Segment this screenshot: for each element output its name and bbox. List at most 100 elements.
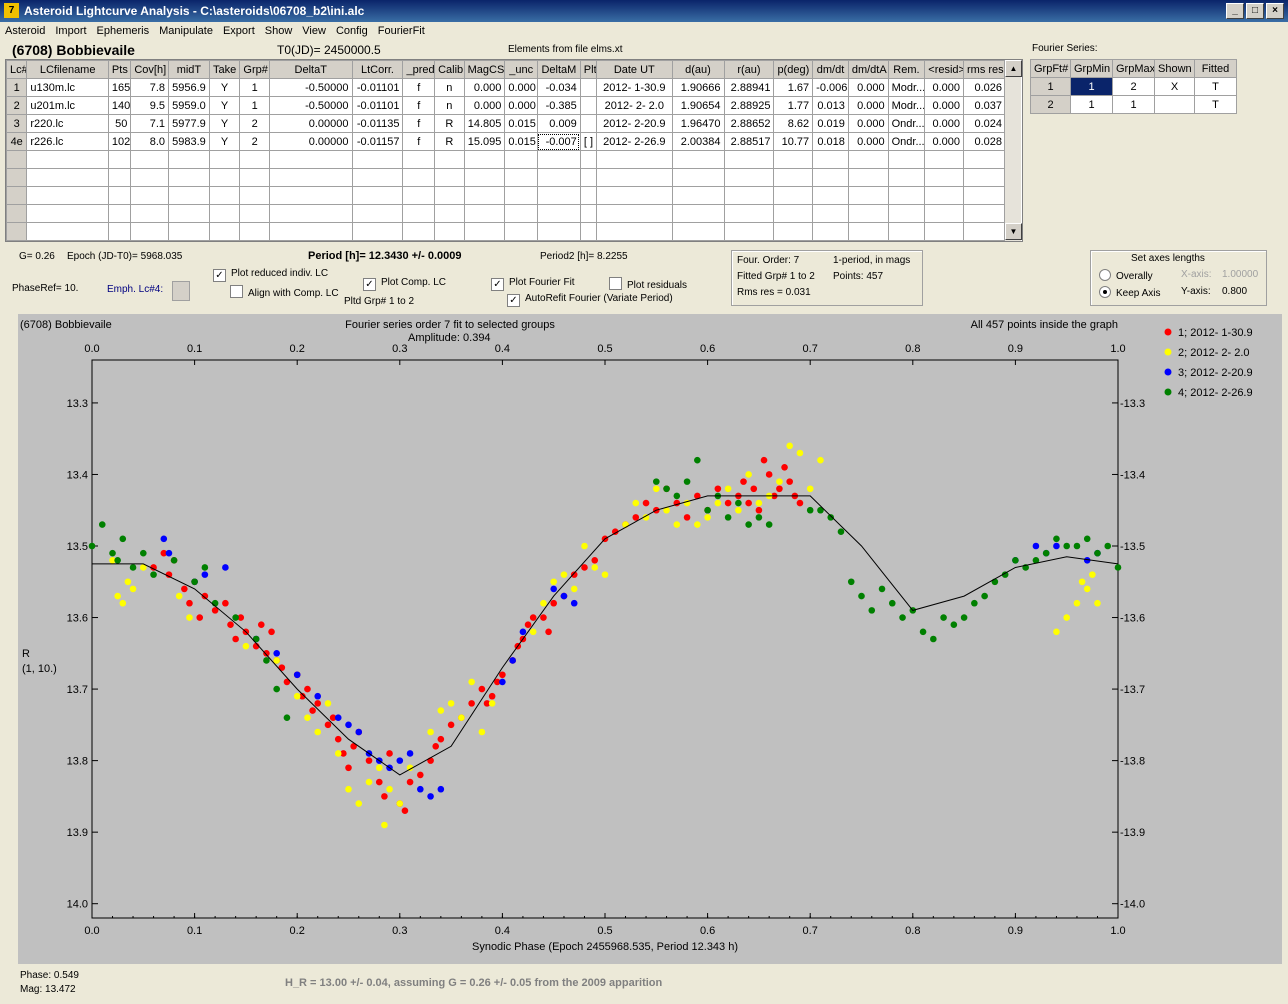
table-cell[interactable]	[463, 168, 506, 187]
table-cell[interactable]	[924, 168, 965, 187]
column-header[interactable]: dm/dtA	[847, 60, 889, 79]
table-cell[interactable]: 102	[107, 132, 132, 151]
row-header[interactable]	[6, 168, 28, 187]
table-cell[interactable]	[847, 222, 889, 241]
table-cell[interactable]: -0.385	[536, 96, 581, 115]
column-header[interactable]: Cov[h]	[130, 60, 170, 79]
table-cell[interactable]	[596, 168, 673, 187]
row-header[interactable]: 2	[1030, 95, 1071, 114]
table-cell[interactable]	[579, 186, 598, 205]
table-cell[interactable]	[723, 150, 775, 169]
table-cell[interactable]	[671, 222, 725, 241]
row-header[interactable]: 1	[1030, 77, 1071, 96]
table-cell[interactable]	[168, 222, 210, 241]
table-cell[interactable]	[579, 168, 598, 187]
table-cell[interactable]	[26, 150, 109, 169]
table-cell[interactable]: 0.000	[847, 96, 889, 115]
table-cell[interactable]: u201m.lc	[26, 96, 109, 115]
table-cell[interactable]	[504, 150, 538, 169]
column-header[interactable]: Lc#	[6, 60, 28, 79]
table-cell[interactable]: 2	[1112, 77, 1155, 96]
table-cell[interactable]: 2.88925	[723, 96, 775, 115]
table-cell[interactable]	[402, 150, 436, 169]
table-cell[interactable]	[168, 168, 210, 187]
table-cell[interactable]	[107, 150, 132, 169]
column-header[interactable]: GrpMax	[1112, 59, 1155, 78]
table-cell[interactable]: 1.96470	[671, 114, 725, 133]
column-header[interactable]: rms res	[963, 60, 1006, 79]
table-cell[interactable]: -0.50000	[268, 78, 353, 97]
table-cell[interactable]	[596, 204, 673, 223]
table-cell[interactable]: 140	[107, 96, 132, 115]
table-cell[interactable]: 0.000	[847, 114, 889, 133]
row-header[interactable]: 2	[6, 96, 28, 115]
table-cell[interactable]	[847, 186, 889, 205]
table-cell[interactable]	[434, 168, 465, 187]
table-cell[interactable]	[963, 150, 1006, 169]
menu-manipulate[interactable]: Manipulate	[159, 25, 213, 37]
table-cell[interactable]: 5977.9	[168, 114, 210, 133]
table-cell[interactable]: 1	[1070, 77, 1113, 96]
column-header[interactable]: Shown	[1154, 59, 1195, 78]
table-cell[interactable]: 0.013	[812, 96, 849, 115]
column-header[interactable]: r(au)	[723, 60, 775, 79]
table-cell[interactable]: 0.00000	[268, 114, 353, 133]
table-row[interactable]: 3 r220.lc 50 7.1 5977.9 Y 2 0.00000 -0.01135 f R 14…	[6, 114, 1006, 133]
table-cell[interactable]: 0.000	[847, 132, 889, 151]
table-cell[interactable]: 2	[239, 132, 270, 151]
table-cell[interactable]	[536, 168, 581, 187]
table-cell[interactable]	[268, 168, 353, 187]
table-cell[interactable]	[924, 150, 965, 169]
table-cell[interactable]	[887, 222, 926, 241]
table-cell[interactable]: f	[402, 96, 436, 115]
table-cell[interactable]: 0.000	[847, 78, 889, 97]
table-cell[interactable]: 0.024	[963, 114, 1006, 133]
table-cell[interactable]: 0.037	[963, 96, 1006, 115]
table-cell[interactable]: 15.095	[463, 132, 506, 151]
scroll-up-icon[interactable]: ▲	[1005, 60, 1022, 77]
table-cell[interactable]: Y	[208, 78, 241, 97]
menu-view[interactable]: View	[302, 25, 326, 37]
table-cell[interactable]	[239, 204, 270, 223]
table-cell[interactable]	[268, 222, 353, 241]
table-cell[interactable]: Y	[208, 114, 241, 133]
table-cell[interactable]	[773, 222, 814, 241]
table-cell[interactable]	[924, 186, 965, 205]
column-header[interactable]: Fitted	[1194, 59, 1237, 78]
table-cell[interactable]	[596, 222, 673, 241]
table-cell[interactable]: -0.007	[536, 132, 581, 151]
table-cell[interactable]: Modr...	[887, 78, 926, 97]
table-cell[interactable]	[463, 150, 506, 169]
table-cell[interactable]	[963, 222, 1006, 241]
table-cell[interactable]	[402, 168, 436, 187]
row-header[interactable]: 1	[6, 78, 28, 97]
table-cell[interactable]: 0.000	[924, 78, 965, 97]
table-cell[interactable]: -0.034	[536, 78, 581, 97]
table-cell[interactable]	[723, 222, 775, 241]
table-cell[interactable]: f	[402, 78, 436, 97]
plot-comp-checkbox[interactable]: ✓ Plot Comp. LC	[363, 277, 446, 291]
table-cell[interactable]	[579, 114, 598, 133]
table-cell[interactable]	[26, 204, 109, 223]
table-cell[interactable]: n	[434, 78, 465, 97]
table-cell[interactable]	[536, 222, 581, 241]
table-cell[interactable]	[239, 150, 270, 169]
column-header[interactable]: Grp#	[239, 60, 270, 79]
table-cell[interactable]	[208, 186, 241, 205]
table-cell[interactable]	[671, 186, 725, 205]
plot-reduced-checkbox[interactable]: ✓ Plot reduced indiv. LC	[213, 268, 328, 282]
autorefit-checkbox[interactable]: ✓ AutoRefit Fourier (Variate Period)	[507, 293, 673, 307]
scroll-down-icon[interactable]: ▼	[1005, 223, 1022, 240]
table-cell[interactable]	[963, 204, 1006, 223]
table-cell[interactable]	[130, 204, 170, 223]
table-cell[interactable]	[596, 186, 673, 205]
plot-fourier-checkbox[interactable]: ✓ Plot Fourier Fit	[491, 277, 575, 291]
row-header[interactable]	[6, 186, 28, 205]
menu-fourierfit[interactable]: FourierFit	[377, 25, 425, 37]
table-cell[interactable]: 2012- 2- 2.0	[596, 96, 673, 115]
table-cell[interactable]	[723, 186, 775, 205]
table-cell[interactable]: 0.015	[504, 132, 538, 151]
table-cell[interactable]	[208, 168, 241, 187]
